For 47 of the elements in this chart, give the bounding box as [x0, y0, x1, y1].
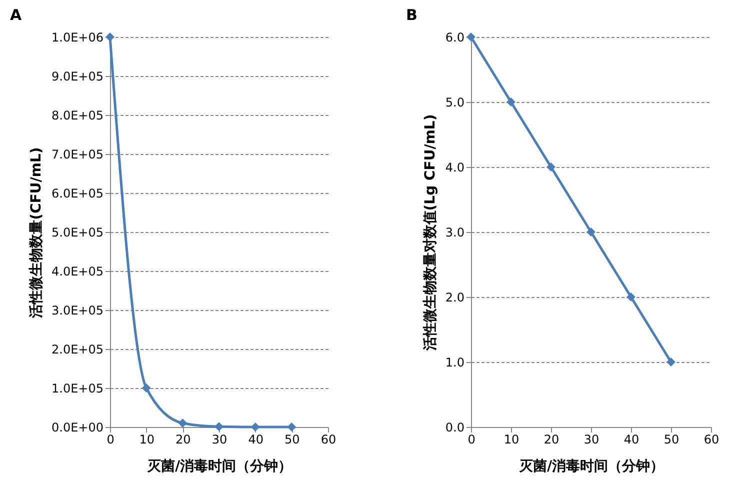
x-tick-label: 50 [664, 432, 680, 446]
point [178, 418, 188, 428]
point [214, 422, 224, 432]
x-tick-label: 30 [212, 432, 228, 446]
point [506, 98, 516, 106]
x-tick-label: 40 [248, 432, 264, 446]
y-tick-label: 4.0 [445, 160, 464, 174]
x-tick-label: 30 [584, 432, 600, 446]
y-tick-label: 9.0E+05 [52, 70, 104, 84]
y-tick-label: 2.0 [445, 290, 464, 304]
y-tick-label: 2.0E+05 [52, 342, 104, 356]
x-tick-label: 20 [176, 432, 191, 446]
y-tick-label: 1.0E+05 [52, 382, 104, 396]
x-tick-label: 40 [624, 432, 640, 446]
y-tick-label: 8.0E+05 [52, 108, 104, 122]
y-tick-label: 0.0E+00 [52, 420, 104, 434]
y-tick-label: 1.0 [445, 356, 464, 370]
x-axis-title: 灭菌/消毒时间（分钟） [518, 458, 664, 474]
point [287, 422, 296, 432]
y-tick-label: 6.0 [445, 30, 464, 44]
x-tick-label: 10 [504, 432, 520, 446]
x-tick-label: 60 [320, 432, 336, 446]
y-tick-label: 6.0E+05 [52, 186, 104, 200]
x-tick-label: 0 [468, 432, 476, 446]
y-tick-label: 4.0E+05 [52, 264, 104, 278]
x-axis-title: 灭菌/消毒时间（分钟） [146, 458, 292, 474]
point [626, 292, 636, 302]
chart-title: B [406, 6, 418, 24]
x-tick-label: 10 [139, 432, 154, 446]
point [586, 228, 596, 236]
x-tick-label: 20 [544, 432, 560, 446]
y-tick-label: 5.0E+05 [52, 226, 104, 240]
point [546, 162, 556, 172]
x-tick-label: 0 [106, 432, 114, 446]
chart-title: A [10, 6, 22, 24]
x-tick-label: 60 [704, 432, 720, 446]
y-tick-label: 3.0 [445, 226, 464, 240]
y-tick-label: 1.0E+06 [52, 30, 104, 44]
point [666, 358, 676, 366]
y-tick-label: 3.0E+05 [52, 304, 104, 318]
y-tick-label: 7.0E+05 [52, 148, 104, 162]
y-tick-label: 5.0 [445, 96, 464, 110]
y-tick-label: 0.0 [445, 420, 464, 434]
point [142, 384, 151, 392]
y-axis-title: 活性微生物数量(CFU/mL) [28, 147, 45, 319]
y-axis-title: 活性微生物数量对数值(Lg CFU/mL) [422, 114, 438, 352]
x-tick-label: 50 [284, 432, 300, 446]
